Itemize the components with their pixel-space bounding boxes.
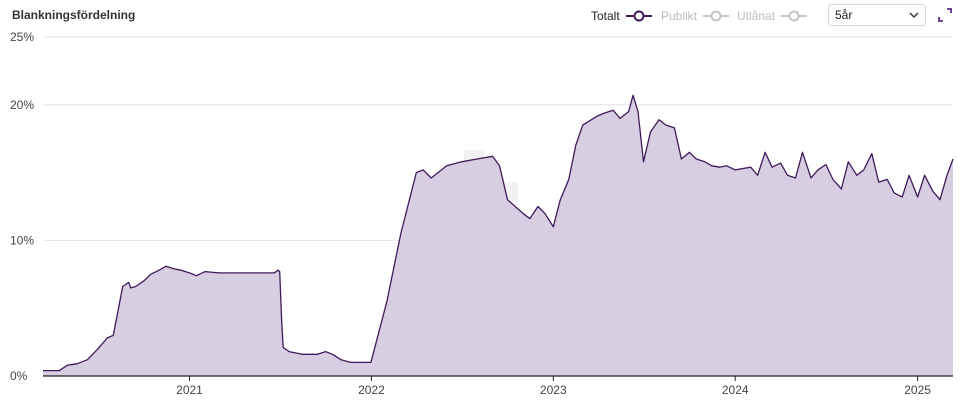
series-line-totalt [43,94,954,372]
legend-label-totalt: Totalt [591,9,620,23]
period-select-value: 5år [835,8,853,22]
y-tick-label: 25% [10,30,34,44]
chevron-down-icon [909,12,919,18]
legend-item-utlanat[interactable]: Utlånat [737,6,808,26]
series-area-totalt [43,95,953,377]
y-tick-label: 10% [10,233,34,247]
x-tick-label: 2024 [722,383,749,397]
period-select[interactable]: 5år [828,4,926,26]
legend-label-publikt: Publikt [661,9,698,23]
series-marker-icon [625,10,652,22]
x-tick-label: 2023 [540,383,567,397]
y-tick-label: 0% [10,369,28,383]
expand-icon[interactable] [938,8,952,22]
legend-item-publikt[interactable]: Publikt [661,6,730,26]
x-tick-label: 2025 [904,383,931,397]
x-tick-label: 2021 [176,383,203,397]
series-marker-icon [703,10,730,22]
x-tick-label: 2022 [358,383,385,397]
chart-title: Blankningsfördelning [12,8,136,22]
series-marker-icon [781,10,808,22]
legend-label-utlanat: Utlånat [737,9,776,23]
legend-item-totalt[interactable]: Totalt [591,6,652,26]
y-tick-label: 20% [10,98,34,112]
